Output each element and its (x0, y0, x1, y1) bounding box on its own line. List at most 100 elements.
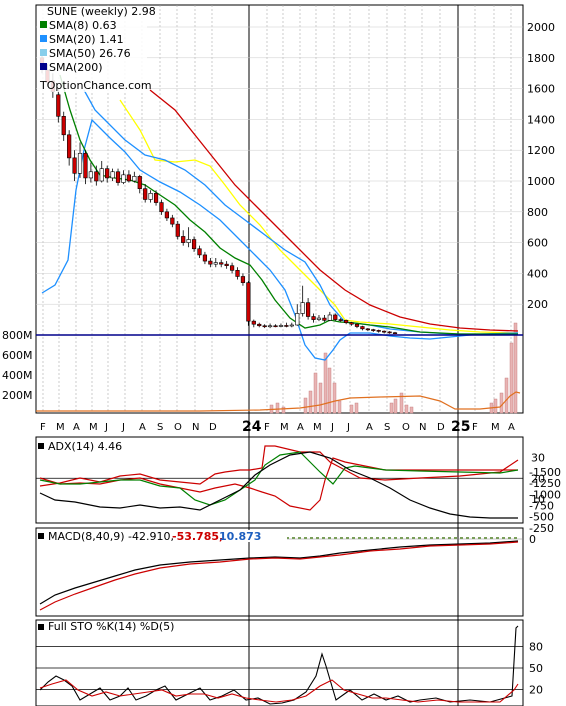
macd-histogram-bar (394, 537, 397, 539)
month-label: M (313, 422, 322, 433)
volume-bar (513, 322, 518, 414)
macd-histogram-bar (352, 537, 355, 539)
month-label: F (40, 422, 46, 433)
candle-body (219, 262, 224, 265)
month-label: A (297, 422, 304, 433)
macd-histogram-bar (508, 537, 511, 539)
price-tick-label: 1200 (527, 144, 555, 157)
candle-body (170, 217, 175, 225)
macd-histogram-bar (340, 537, 343, 539)
sma50-swatch (40, 49, 47, 56)
candle-body (235, 270, 240, 277)
volume-average-line (36, 391, 521, 412)
month-label: O (174, 422, 182, 433)
macd-tick-label: -250 (529, 522, 554, 535)
volume-axis: 800M 600M 400M 200M (2, 329, 33, 402)
macd-histogram-bar (448, 537, 451, 539)
volume-tick-label: 400M (2, 369, 33, 382)
sto-legend: Full STO %K(14) %D(5) (37, 620, 197, 633)
candle-body (333, 314, 338, 320)
volume-bar (504, 377, 509, 414)
sma200-label: SMA(200) (49, 61, 103, 74)
candle-body (56, 94, 61, 117)
macd-histogram-bar (406, 537, 409, 539)
candle-body (387, 331, 392, 334)
macd-histogram-bar (358, 537, 361, 539)
stochastic-lines (39, 625, 519, 705)
volume-bar (323, 352, 328, 414)
candle-body (77, 152, 83, 174)
macd-histogram-bar (418, 537, 421, 539)
adx-line (39, 451, 518, 519)
year-label: 25 (451, 419, 470, 435)
candle-body (295, 313, 300, 326)
month-label: M (89, 422, 98, 433)
candle-body (240, 276, 246, 283)
price-tick-label: 1800 (527, 52, 555, 65)
volume-tick-label: 800M (2, 329, 33, 342)
macd-histogram-bar (484, 537, 487, 539)
macd-line (39, 540, 519, 605)
candle-body (338, 319, 343, 321)
candle-body (164, 211, 170, 219)
sma200-swatch (40, 63, 47, 70)
candle-body (202, 254, 208, 262)
candle-body (83, 152, 88, 179)
macd-tick-label: 0 (529, 533, 536, 546)
candle-body (67, 134, 72, 159)
watermark: TOptionChance.com (39, 79, 152, 92)
candle-body (197, 248, 202, 256)
macd-histogram-bar (496, 537, 499, 539)
sma50-line (119, 99, 519, 334)
month-label: M (491, 422, 500, 433)
candle-body (349, 322, 354, 325)
macd-histogram-bar (472, 537, 475, 539)
macd-histogram-bar (436, 537, 439, 539)
candle-body (61, 116, 66, 136)
price-tick-label: 2000 (527, 21, 555, 34)
candle-body (322, 317, 327, 321)
month-label: F (472, 422, 478, 433)
adx-tick-label: 10 (531, 493, 545, 506)
candle-body (159, 202, 164, 213)
macd-histogram-bar (400, 537, 403, 539)
macd-histogram-bar (316, 537, 319, 539)
sma20-label: SMA(20) 1.41 (49, 33, 124, 46)
candle-body (273, 325, 278, 328)
candle-body (88, 171, 93, 179)
month-label: A (508, 422, 515, 433)
month-label: S (384, 422, 390, 433)
month-label: A (73, 422, 80, 433)
macd-histogram-bar (310, 537, 313, 539)
month-label: F (264, 422, 270, 433)
macd-signal-value: -53.785, (172, 530, 223, 543)
macd-histogram-bar (322, 537, 325, 539)
macd-histogram-bar (382, 537, 385, 539)
candle-body (121, 174, 126, 183)
volume-bars (269, 322, 518, 414)
macd-histogram-bar (514, 537, 517, 539)
adx-minus-di (39, 445, 519, 487)
ticker-label: SUNE (weekly) 2.98 (47, 5, 156, 18)
macd-legend: MACD(8,40,9) -42.910, -53.785, 10.873 (37, 530, 287, 543)
candle-body (115, 171, 121, 183)
sto-panel (35, 619, 524, 706)
month-label: S (157, 422, 163, 433)
candle-body (132, 176, 137, 182)
macd-histogram-bar (370, 537, 373, 539)
stoch-d-line (39, 679, 519, 703)
sto-tick-label: 20 (529, 684, 543, 697)
macd-histogram-bar (304, 537, 307, 539)
volume-bar (313, 372, 318, 414)
sma20-swatch (40, 35, 47, 42)
macd-hist-value: 10.873 (219, 530, 261, 543)
candle-body (72, 157, 77, 174)
volume-bar (303, 397, 308, 414)
adx-lines (39, 445, 519, 519)
volume-bar (308, 390, 313, 414)
candle-body (267, 325, 273, 328)
sto-label: Full STO %K(14) %D(5) (48, 620, 174, 633)
macd-histogram-bar (334, 537, 337, 539)
